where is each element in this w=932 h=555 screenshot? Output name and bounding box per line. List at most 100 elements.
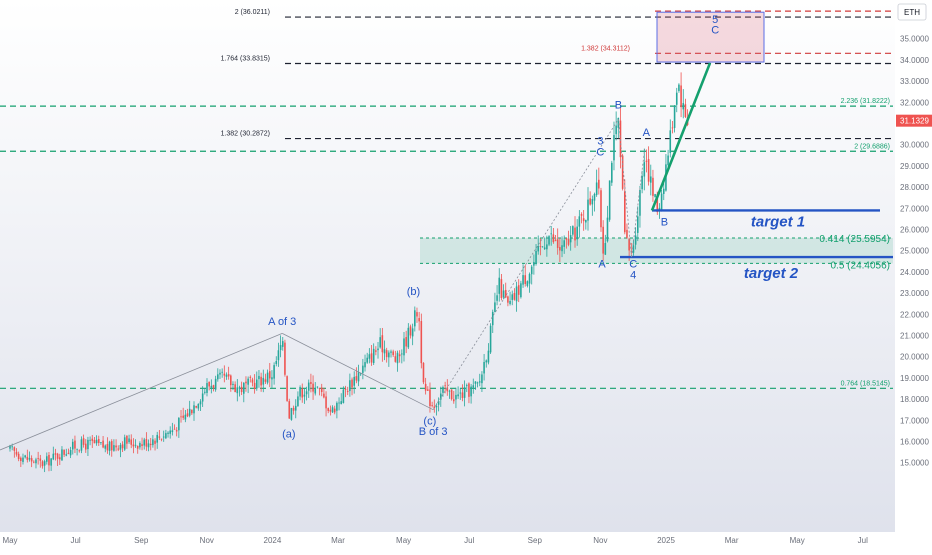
candle-body <box>649 176 652 183</box>
candle-body <box>50 458 52 466</box>
candle-body <box>368 354 371 359</box>
candle-body <box>61 449 63 461</box>
price-tick-label: 32.0000 <box>900 98 929 107</box>
candle-body <box>258 375 260 380</box>
candle-body <box>329 409 332 412</box>
candle-body <box>602 226 604 254</box>
target-2-label: target 2 <box>744 265 799 282</box>
candle-body <box>255 379 258 389</box>
candle-body <box>28 457 31 460</box>
candle-body <box>123 437 126 450</box>
candle-body <box>437 401 440 405</box>
candle-body <box>260 376 262 386</box>
candle-body <box>106 444 109 451</box>
wave-label: A <box>598 259 606 271</box>
candle-body <box>645 160 648 162</box>
candle-body <box>427 389 429 391</box>
candle-body <box>381 335 384 353</box>
candle-body <box>507 296 509 303</box>
time-tick-label: Jul <box>858 536 868 545</box>
candle-body <box>563 240 565 247</box>
candle-body <box>414 310 416 327</box>
candle-body <box>48 454 50 466</box>
time-tick-label: May <box>396 536 411 545</box>
wave-line-a[interactable] <box>0 333 283 451</box>
candle-body <box>145 439 148 447</box>
candle-body <box>147 443 150 448</box>
candle-body <box>684 104 687 117</box>
candle-body <box>565 238 568 240</box>
candle-body <box>39 458 42 461</box>
candle-body <box>156 434 159 443</box>
candle-body <box>210 385 213 388</box>
wave-line-b[interactable] <box>282 333 434 411</box>
candle-body <box>634 235 637 245</box>
candle-body <box>416 312 418 317</box>
candle-body <box>639 190 641 216</box>
candle-body <box>78 450 81 452</box>
chart-background <box>0 0 895 532</box>
wave-label: (b) <box>407 286 420 298</box>
candle-body <box>528 274 531 284</box>
support-zone[interactable] <box>420 237 893 264</box>
candle-body <box>411 328 414 337</box>
candle-body <box>422 362 425 383</box>
zone-label-top: 0.414 (25.5954) <box>819 234 890 245</box>
candle-body <box>204 391 206 393</box>
candle-body <box>323 393 325 398</box>
candle-body <box>431 405 433 406</box>
candle-body <box>530 266 533 275</box>
candle-body <box>652 177 654 196</box>
candle-body <box>80 439 83 451</box>
candle-body <box>385 350 388 358</box>
candle-body <box>548 236 550 245</box>
candle-body <box>180 416 182 418</box>
candle-body <box>221 371 223 373</box>
candle-body <box>253 382 256 390</box>
candle-body <box>186 413 189 417</box>
candle-body <box>496 295 498 301</box>
wave-line-c[interactable] <box>432 119 619 410</box>
candle-body <box>178 417 180 431</box>
candle-body <box>245 381 247 384</box>
candle-body <box>589 198 591 205</box>
price-tick-label: 17.0000 <box>900 416 929 425</box>
candle-body <box>95 439 98 444</box>
symbol-badge[interactable] <box>897 3 927 21</box>
fib-level-label: 2.236 (31.8222) <box>841 98 890 105</box>
candle-body <box>102 440 104 448</box>
fib-level-label: 0.764 (18.5145) <box>841 380 890 387</box>
candle-body <box>624 191 626 233</box>
time-tick-label: Sep <box>134 536 149 545</box>
candle-body <box>533 262 535 266</box>
wave-label: 5 <box>712 14 718 26</box>
candle-body <box>444 385 446 387</box>
candle-body <box>457 394 459 397</box>
candle-body <box>353 376 356 386</box>
candle-body <box>110 441 113 451</box>
candle-body <box>286 376 288 401</box>
projection-line[interactable] <box>650 62 712 211</box>
candle-body <box>556 239 559 248</box>
candle-body <box>24 455 26 458</box>
candle-body <box>290 408 293 420</box>
candle-body <box>312 383 314 392</box>
wave-label: 3 <box>597 136 603 148</box>
candle-body <box>316 386 319 388</box>
candle-body <box>667 155 669 166</box>
candle-body <box>160 438 163 440</box>
wave-label: C <box>629 259 637 271</box>
projection-box[interactable] <box>656 11 765 63</box>
candle-body <box>567 239 570 245</box>
candle-body <box>405 337 407 347</box>
candle-body <box>223 373 226 376</box>
candle-body <box>132 444 135 447</box>
fib-level-label: 1.382 (30.2872) <box>221 131 270 138</box>
candle-body <box>126 435 128 444</box>
price-tick-label: 24.0000 <box>900 268 929 277</box>
candle-body <box>481 374 483 384</box>
candle-body <box>675 92 678 105</box>
wave-line-d[interactable] <box>618 119 632 258</box>
